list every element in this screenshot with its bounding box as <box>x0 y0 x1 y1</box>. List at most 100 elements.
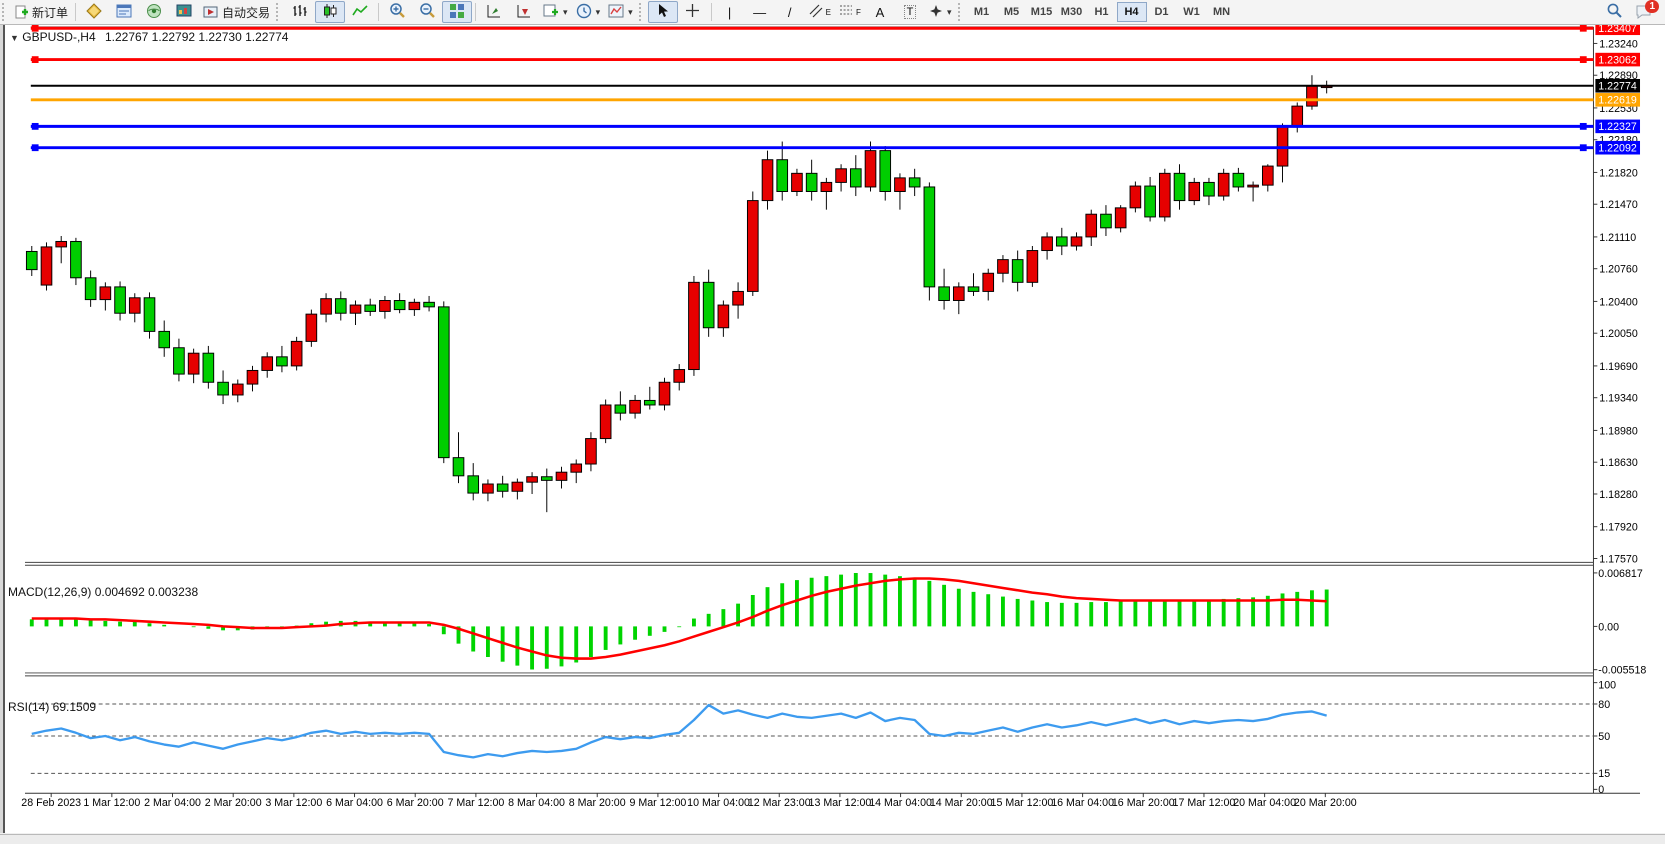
price-axis-label: 1.23240 <box>1599 38 1638 50</box>
rsi-pane[interactable]: 100 80 50 15 0 <box>30 679 1616 796</box>
candle-body <box>276 356 288 367</box>
hline-handle[interactable] <box>1579 56 1587 63</box>
timeframe-w1-button[interactable]: W1 <box>1183 6 1200 18</box>
zoom-out-icon <box>419 2 436 22</box>
price-axis-label: 1.19690 <box>1599 361 1638 373</box>
terminal-icon <box>176 3 192 22</box>
horizontal-line-tool-button[interactable]: — <box>745 1 775 23</box>
hline-handle[interactable] <box>1579 144 1587 152</box>
text-label-icon: T <box>903 5 917 19</box>
toolbar-grip[interactable] <box>2 3 9 21</box>
price-chart-canvas[interactable]: 1.232401.228901.225301.221801.218201.214… <box>0 25 1665 833</box>
time-axis-label: 3 Mar 12:00 <box>265 797 322 809</box>
candle-body <box>1114 207 1127 229</box>
tile-windows-icon <box>449 3 465 22</box>
time-axis-label: 17 Mar 12:00 <box>1173 797 1236 809</box>
candle-body <box>776 159 789 192</box>
candle-body <box>570 463 583 473</box>
line-chart-button[interactable] <box>345 1 375 23</box>
zoom-in-button[interactable] <box>382 1 412 23</box>
channel-tool-button[interactable]: E <box>805 1 835 23</box>
vertical-line-tool-button[interactable]: | <box>715 1 745 23</box>
toolbar-grip[interactable] <box>638 3 646 21</box>
hline-handle[interactable] <box>31 122 39 130</box>
data-window-button[interactable] <box>109 1 139 23</box>
candle-body <box>99 286 112 301</box>
toolbar-grip[interactable] <box>276 3 283 21</box>
candle-body <box>143 297 156 332</box>
candle-body <box>526 476 538 483</box>
timeframe-m15-button[interactable]: M15 <box>1030 6 1053 18</box>
price-axis-label: 1.17920 <box>1599 522 1638 534</box>
indicator-window-up-button[interactable] <box>479 1 509 23</box>
crosshair-tool-button[interactable] <box>678 1 708 23</box>
svg-text:1.22092: 1.22092 <box>1598 143 1637 155</box>
svg-text:1.23407: 1.23407 <box>1598 25 1637 35</box>
cursor-tool-button[interactable] <box>647 1 678 23</box>
timeframe-h1-button[interactable]: H1 <box>1094 6 1109 18</box>
timeframe-d1-button[interactable]: D1 <box>1154 6 1169 18</box>
notifications-button[interactable]: 1 <box>1629 0 1659 23</box>
candle-body <box>1291 105 1304 128</box>
auto-trading-button[interactable]: 自动交易 <box>199 1 274 23</box>
hline-handle[interactable] <box>31 25 39 32</box>
candle-body <box>746 200 759 292</box>
trendline-tool-button[interactable]: / <box>775 1 805 23</box>
text-tool-button[interactable]: A <box>865 1 895 23</box>
arrows-tool-button[interactable]: ▾ <box>925 1 956 23</box>
candle-body <box>158 330 171 349</box>
chart-title-marker-icon[interactable]: ▼ <box>10 33 19 43</box>
market-watch-button[interactable] <box>79 1 109 23</box>
candle-body <box>820 181 833 192</box>
vertical-line-icon: | <box>727 4 732 20</box>
timeframe-h4-button[interactable]: H4 <box>1116 2 1147 22</box>
candle-body <box>997 259 1009 274</box>
candlestick-series[interactable] <box>25 75 1333 513</box>
candle-body <box>114 286 126 314</box>
clock-icon <box>576 3 592 22</box>
toolbar-grip[interactable] <box>957 3 965 21</box>
hline-handle[interactable] <box>31 144 39 152</box>
period-button[interactable]: ▾ <box>572 1 605 23</box>
search-button[interactable] <box>1599 1 1629 23</box>
terminal-button[interactable] <box>169 1 199 23</box>
fibonacci-tool-button[interactable]: F <box>835 1 865 23</box>
candle-body <box>688 281 700 371</box>
macd-axis-label: 0.00 <box>1598 621 1619 633</box>
macd-pane[interactable]: 0.006817 0.00 -0.005518 <box>29 568 1647 677</box>
fibonacci-icon <box>839 4 853 21</box>
candlestick-chart-button[interactable] <box>315 1 346 23</box>
bar-chart-button[interactable] <box>285 1 315 23</box>
template-button[interactable]: ▾ <box>604 1 637 23</box>
new-order-button[interactable]: 新订单 <box>11 1 72 23</box>
dropdown-arrow-icon: ▾ <box>628 6 633 17</box>
tile-windows-button[interactable] <box>442 1 473 23</box>
candle-body <box>305 313 318 342</box>
candle-body <box>379 300 391 312</box>
hline-handle[interactable] <box>1579 122 1587 130</box>
crosshair-icon <box>685 3 700 21</box>
zoom-out-button[interactable] <box>412 1 442 23</box>
price-axis-label: 1.19340 <box>1599 393 1638 405</box>
timeframe-m1-button[interactable]: M1 <box>973 6 990 18</box>
candle-body <box>1011 259 1024 283</box>
chart-window: 1.23240 1.22890 1.22530 1.22180 1.21820 1.214… <box>0 25 1665 833</box>
hline-handle[interactable] <box>31 56 39 63</box>
candle-body <box>231 383 244 396</box>
indicator-window-down-button[interactable] <box>509 1 539 23</box>
navigator-button[interactable] <box>139 1 169 23</box>
new-chart-button[interactable]: ▾ <box>539 1 572 23</box>
cursor-icon <box>656 3 670 21</box>
candle-body <box>84 277 97 301</box>
timeframe-m5-button[interactable]: M5 <box>1003 6 1020 18</box>
time-axis-label: 15 Mar 12:00 <box>991 797 1054 809</box>
timeframe-m30-button[interactable]: M30 <box>1060 6 1083 18</box>
dropdown-arrow-icon: ▾ <box>946 6 952 17</box>
candle-body <box>805 172 818 192</box>
timeframe-mn-button[interactable]: MN <box>1212 6 1231 18</box>
svg-text:1.22774: 1.22774 <box>1598 81 1637 93</box>
time-axis[interactable]: 28 Feb 2023 1 Mar 12:00 2 Mar 04:00 2 Mar 2… <box>21 793 1357 809</box>
text-label-tool-button[interactable]: T <box>895 1 925 23</box>
hline-handle[interactable] <box>1579 25 1587 32</box>
price-axis-label: 1.20050 <box>1599 328 1638 340</box>
